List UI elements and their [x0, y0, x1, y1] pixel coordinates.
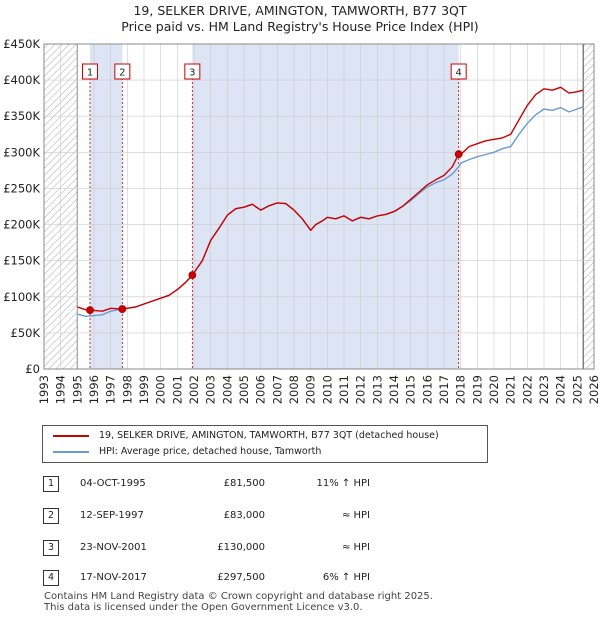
sale-price: £83,000	[223, 510, 265, 521]
y-tick-label: £200K	[3, 218, 40, 232]
legend-swatch-property	[53, 435, 89, 437]
y-tick-label: £0	[25, 362, 40, 376]
sale-marker-box	[450, 63, 467, 80]
x-tick-label: 2018	[454, 375, 468, 404]
sale-hpi-comparison: ≈ HPI	[341, 542, 370, 553]
sale-price: £130,000	[217, 542, 265, 553]
x-tick-label: 2000	[154, 375, 168, 404]
y-tick-label: £100K	[3, 290, 40, 304]
x-tick-label: 2011	[337, 375, 351, 404]
x-tick-label: 2001	[170, 375, 184, 404]
x-tick-label: 1998	[120, 375, 134, 404]
sale-marker-label: 2	[119, 68, 125, 79]
x-tick-label: 2015	[404, 375, 418, 404]
x-tick-label: 2002	[187, 375, 201, 404]
y-tick-label: £150K	[3, 254, 40, 268]
sale-date: 17-NOV-2017	[80, 572, 147, 583]
sale-marker-box	[114, 63, 131, 80]
x-tick-label: 2004	[220, 375, 234, 404]
sale-point	[454, 150, 463, 159]
sale-date: 04-OCT-1995	[80, 478, 146, 489]
x-tick-label: 1997	[104, 375, 118, 404]
sale-row: 2 12-SEP-1997 £83,000 ≈ HPI	[0, 506, 600, 526]
x-tick-label: 1994	[54, 375, 68, 404]
sale-row: 4 17-NOV-2017 £297,500 6% ↑ HPI	[0, 568, 600, 588]
x-tick-label: 2020	[487, 375, 501, 404]
x-tick-label: 2023	[537, 375, 551, 404]
sale-marker-box	[82, 63, 98, 80]
x-tick-label: 2006	[254, 375, 268, 404]
y-tick-label: £300K	[3, 145, 40, 159]
x-tick-label: 2022	[520, 375, 534, 404]
x-tick-label: 2016	[420, 375, 434, 404]
x-tick-label: 1999	[137, 375, 151, 404]
x-tick-label: 2005	[237, 375, 251, 404]
sale-price: £297,500	[217, 572, 265, 583]
y-tick-label: £400K	[3, 73, 40, 87]
footer-copyright: Contains HM Land Registry data © Crown c…	[44, 591, 433, 602]
sale-date: 12-SEP-1997	[80, 510, 144, 521]
chart-subtitle: Price paid vs. HM Land Registry's House …	[121, 19, 479, 34]
x-tick-label: 1996	[87, 375, 101, 404]
x-tick-label: 1995	[70, 375, 84, 404]
x-tick-label: 2009	[304, 375, 318, 404]
sale-hpi-comparison: 11% ↑ HPI	[316, 478, 370, 489]
x-tick-label: 2021	[504, 375, 518, 404]
sale-row: 1 04-OCT-1995 £81,500 11% ↑ HPI	[0, 474, 600, 494]
sale-point	[118, 305, 127, 313]
sale-point	[86, 306, 94, 315]
no-data-region-end	[583, 44, 594, 369]
footer-licence: This data is licensed under the Open Gov…	[44, 602, 363, 613]
x-tick-label: 2003	[204, 375, 218, 404]
x-tick-label: 2017	[437, 375, 451, 404]
x-tick-label: 2014	[387, 375, 401, 404]
sale-date: 23-NOV-2001	[80, 542, 147, 553]
legend-swatch-hpi	[53, 451, 89, 453]
sale-price: £81,500	[223, 478, 265, 489]
x-tick-label: 2025	[570, 375, 584, 404]
sale-marker-box	[184, 63, 201, 80]
sale-marker-label: 1	[87, 68, 93, 79]
x-tick-label: 2019	[470, 375, 484, 404]
sale-hpi-comparison: 6% ↑ HPI	[322, 572, 370, 583]
x-tick-label: 2013	[370, 375, 384, 404]
x-tick-label: 2008	[287, 375, 301, 404]
sale-number: 4	[43, 570, 59, 586]
sale-marker-label: 4	[455, 68, 461, 79]
ownership-shade	[192, 44, 459, 369]
plot-frame	[43, 43, 595, 370]
sale-number: 3	[43, 540, 59, 556]
legend-label-hpi: HPI: Average price, detached house, Tamw…	[99, 446, 322, 457]
sale-point	[188, 271, 197, 280]
y-tick-label: £50K	[11, 326, 41, 340]
sale-marker-label: 3	[189, 68, 195, 79]
x-tick-label: 1993	[37, 375, 51, 404]
sale-hpi-comparison: ≈ HPI	[341, 510, 370, 521]
ownership-shade	[90, 44, 123, 369]
x-tick-label: 2026	[587, 375, 600, 404]
y-tick-label: £350K	[3, 109, 40, 123]
x-tick-label: 2007	[270, 375, 284, 404]
y-tick-label: £250K	[3, 181, 40, 195]
legend-label-property: 19, SELKER DRIVE, AMINGTON, TAMWORTH, B7…	[99, 430, 439, 441]
x-tick-label: 2012	[354, 375, 368, 404]
chart-title: 19, SELKER DRIVE, AMINGTON, TAMWORTH, B7…	[133, 3, 467, 18]
x-tick-label: 2024	[554, 375, 568, 404]
sale-row: 3 23-NOV-2001 £130,000 ≈ HPI	[0, 538, 600, 558]
property-price-line	[77, 86, 584, 312]
sale-number: 1	[43, 476, 59, 492]
y-tick-label: £450K	[3, 37, 40, 51]
sale-number: 2	[43, 508, 59, 524]
x-tick-label: 2010	[320, 375, 334, 404]
chart-legend: 19, SELKER DRIVE, AMINGTON, TAMWORTH, B7…	[42, 425, 488, 463]
price-chart: £0 £50K £100K £150K £200K £250K £300K £350K £400…	[3, 37, 600, 404]
